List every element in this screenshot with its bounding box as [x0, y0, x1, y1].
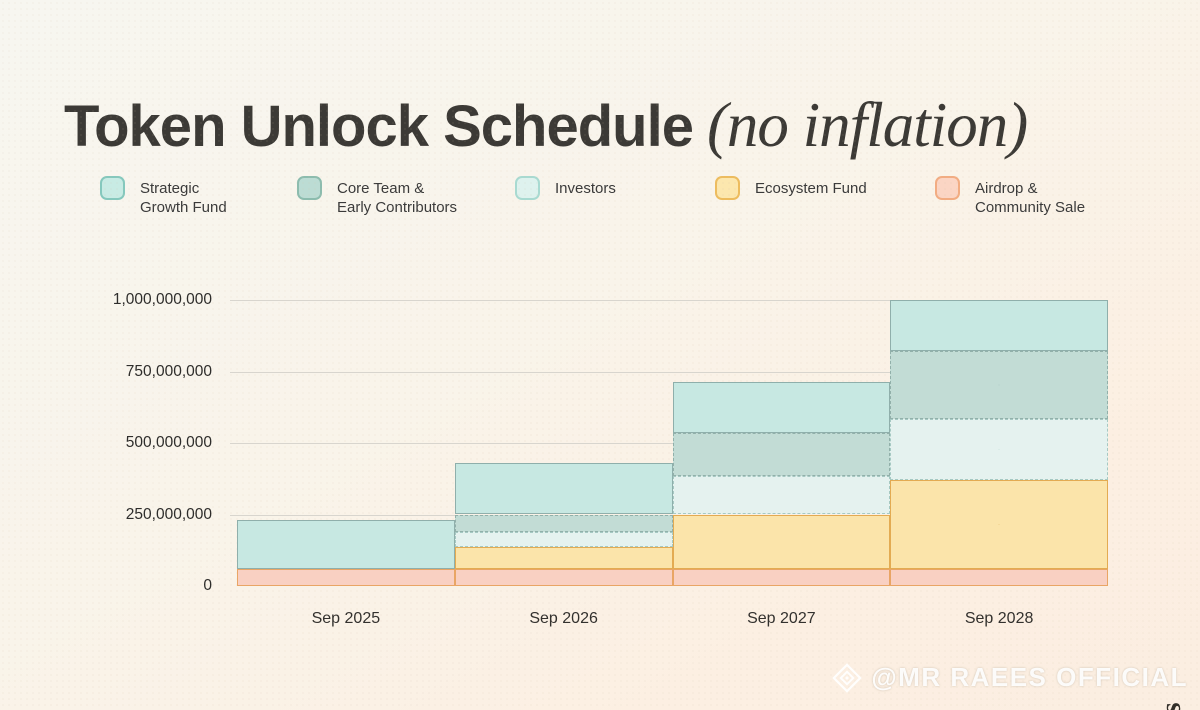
gridline-1000000000	[230, 300, 1108, 301]
y-axis-label: 1,000,000,000	[112, 291, 212, 308]
legend-label: Investors	[555, 180, 616, 197]
segment-core-team-early-contributors-sep-2026	[454, 514, 673, 532]
segment-airdrop-community-sale-sep-2028	[890, 568, 1108, 586]
x-axis-label-sep-2027: Sep 2027	[747, 610, 816, 627]
segment-ecosystem-fund-sep-2027	[672, 514, 891, 569]
segment-investors-sep-2026	[454, 531, 673, 548]
x-axis-label-sep-2025: Sep 2025	[311, 610, 381, 627]
legend-swatch	[100, 176, 125, 200]
segment-strategic-growth-fund-sep-2027	[672, 381, 891, 433]
segment-ecosystem-fund-sep-2028	[890, 480, 1108, 569]
diamond-icon	[832, 662, 863, 693]
segment-strategic-growth-fund-sep-2026	[454, 463, 673, 515]
legend-label: Airdrop & Community Sale	[975, 180, 1086, 216]
gridline-750000000	[230, 371, 1108, 373]
y-axis-label: 0	[203, 577, 212, 594]
x-axis-label-sep-2028: Sep 2028	[964, 610, 1034, 627]
boundless-wordmark: Boundless	[1155, 702, 1188, 710]
legend-item-ecosystem-fund: Ecosystem Fund	[715, 176, 867, 200]
legend-swatch	[715, 176, 740, 200]
title-main: Token Unlock Schedule	[64, 93, 694, 159]
segment-ecosystem-fund-sep-2026	[454, 547, 673, 569]
y-axis-label: 250,000,000	[125, 505, 212, 523]
gridline-500000000	[230, 443, 1108, 444]
legend-label: Core Team & Early Contributors	[337, 180, 458, 216]
segment-strategic-growth-fund-sep-2028	[890, 300, 1108, 352]
y-axis-label: 500,000,000	[125, 434, 212, 451]
title-suffix: (no inflation)	[706, 89, 1028, 160]
segment-airdrop-community-sale-sep-2027	[672, 568, 891, 586]
segment-airdrop-community-sale-sep-2026	[454, 568, 673, 586]
legend-label: Strategic Growth Fund	[140, 180, 227, 216]
legend-item-investors: Investors	[515, 176, 616, 200]
segment-investors-sep-2028	[890, 418, 1108, 481]
legend-swatch	[297, 176, 322, 200]
segment-strategic-growth-fund-sep-2025	[237, 520, 455, 569]
segment-airdrop-community-sale-sep-2025	[237, 568, 455, 586]
segment-core-team-early-contributors-sep-2027	[672, 432, 891, 476]
legend-item-strategic: Strategic Growth Fund	[100, 176, 227, 217]
y-axis-label: 750,000,000	[125, 362, 212, 380]
boundless-branding: Boundless	[1154, 702, 1188, 710]
segment-core-team-early-contributors-sep-2028	[890, 351, 1108, 419]
watermark: @MR RAEES OFFICIAL	[832, 662, 1188, 693]
watermark-text: @MR RAEES OFFICIAL	[871, 662, 1188, 692]
legend-item-core-team: Core Team & Early Contributors	[297, 176, 457, 217]
x-axis-label-sep-2026: Sep 2026	[529, 610, 598, 627]
legend-swatch	[935, 176, 960, 200]
segment-investors-sep-2027	[672, 475, 891, 515]
page-title: Token Unlock Schedule (no inflation)	[64, 89, 1028, 163]
legend-swatch	[515, 176, 540, 200]
legend-item-airdrop: Airdrop & Community Sale	[935, 176, 1085, 217]
legend-label: Ecosystem Fund	[755, 180, 867, 197]
